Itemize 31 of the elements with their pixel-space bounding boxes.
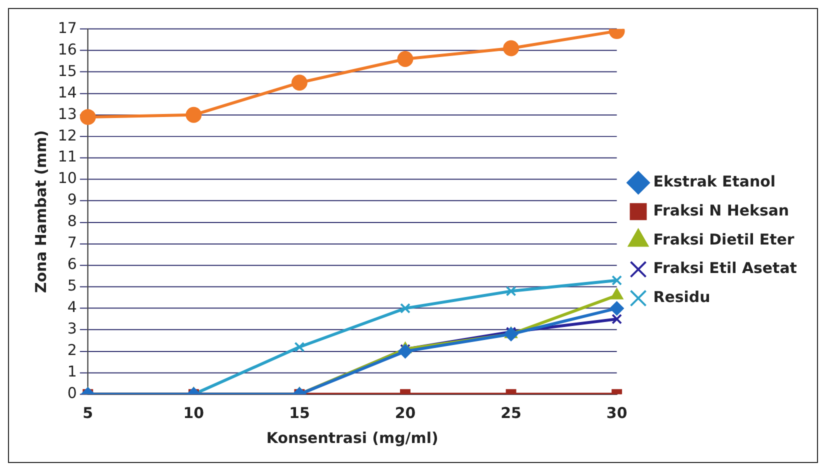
y-tick-label: 16 — [58, 40, 77, 58]
y-tick-label: 3 — [67, 320, 77, 338]
y-tick-label: 12 — [58, 126, 77, 144]
y-tick-label: 5 — [67, 276, 77, 295]
legend-label: Fraksi Dietil Eter — [653, 230, 795, 248]
x-tick-label: 30 — [606, 404, 628, 422]
legend-label: Fraksi Etil Asetat — [653, 259, 797, 278]
y-tick-label: 14 — [58, 83, 77, 102]
y-tick-label: 8 — [67, 212, 77, 230]
y-tick-label: 9 — [67, 190, 77, 209]
x-tick-label: 20 — [394, 404, 416, 422]
x-tick-label: 15 — [289, 404, 310, 422]
x-tick-label: 5 — [82, 404, 94, 422]
x-tick-label: 10 — [183, 404, 204, 422]
y-tick-label: 17 — [58, 18, 77, 37]
y-tick-label: 15 — [58, 62, 77, 80]
y-tick-label: 6 — [67, 255, 77, 274]
y-tick-label: 2 — [67, 341, 77, 360]
y-tick-label: 0 — [67, 384, 77, 402]
y-tick-label: 10 — [58, 169, 77, 188]
legend-label: Ekstrak Etanol — [653, 172, 776, 191]
y-tick-label: 1 — [67, 362, 77, 381]
y-tick-label: 4 — [67, 298, 77, 316]
y-tick-label: 11 — [58, 148, 77, 166]
legend-label: Fraksi N Heksan — [653, 201, 790, 220]
x-axis-title: Konsentrasi (mg/ml) — [266, 428, 438, 447]
y-axis-title: Zona Hambat (mm) — [32, 130, 50, 294]
y-tick-label: 13 — [58, 104, 77, 123]
legend-label: Residu — [653, 288, 710, 306]
y-tick-label: 7 — [67, 234, 77, 252]
x-tick-label: 25 — [500, 404, 522, 422]
